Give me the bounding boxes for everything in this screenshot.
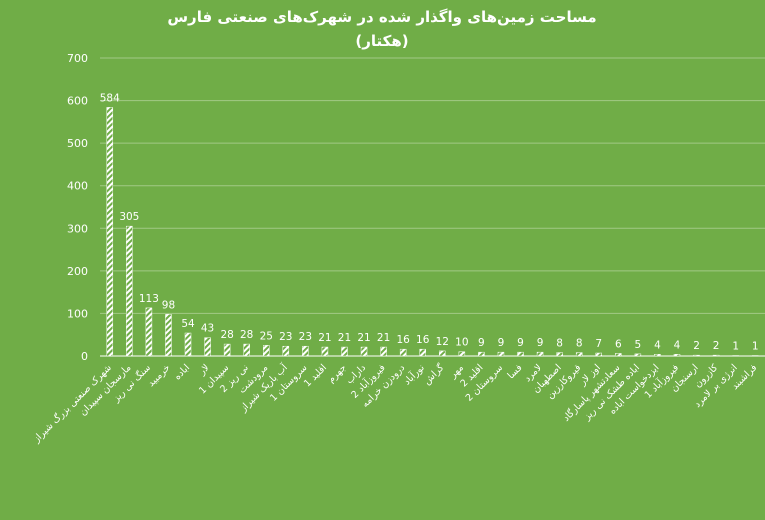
value-label: 4 [654,339,661,351]
bar [712,354,720,357]
value-label: 21 [357,332,370,344]
bar [204,337,211,357]
bar [106,107,114,357]
x-tick-label: خرمبید [146,362,173,389]
bar [302,345,309,357]
value-label: 7 [595,338,602,350]
bar [263,345,270,357]
value-label: 9 [537,337,544,349]
value-label: 21 [377,332,390,344]
x-tick-label: شهرک صنعتی بزرگ شیراز [29,361,114,446]
bar [321,346,329,357]
value-label: 54 [181,318,195,330]
value-label: 2 [713,340,720,352]
bar [634,353,642,357]
value-label: 5 [635,339,642,351]
bar [243,343,250,357]
y-tick-label: 200 [67,265,88,278]
x-tick-label: جهرم [326,362,349,385]
chart-subtitle: (هکتار) [355,32,408,50]
x-tick-label: اباده [172,362,192,382]
bar [399,348,407,357]
value-label: 6 [615,338,622,350]
value-label: 113 [139,293,159,305]
value-label: 12 [436,336,449,348]
y-tick-label: 400 [67,180,88,193]
bar [145,307,153,357]
value-label: 98 [162,299,175,311]
bar [341,346,348,357]
value-label: 16 [396,334,410,346]
bar [458,351,466,357]
y-tick-label: 100 [67,307,88,320]
bar [165,314,172,357]
value-label: 23 [279,331,292,343]
y-tick-label: 700 [67,52,88,65]
bar [693,354,700,357]
bar [615,353,622,357]
bar [536,351,544,357]
y-tick-label: 0 [81,350,88,363]
y-tick-label: 300 [67,222,88,235]
y-tick-label: 600 [67,95,88,108]
value-label: 8 [556,338,563,350]
bar [654,354,661,357]
x-tick-label: اقلید 1 [302,362,329,389]
value-label: 305 [119,211,139,223]
bar [282,345,290,357]
value-label: 9 [498,337,505,349]
x-tick-label: فسا [506,362,525,381]
y-tick-label: 500 [67,137,88,150]
bar [556,352,563,357]
x-tick-label: نورآباد [400,361,427,388]
bar [478,351,485,357]
bar [360,346,368,357]
value-label: 584 [100,92,120,104]
bar [439,350,446,357]
bar [380,346,387,357]
value-label: 43 [201,323,214,335]
value-label: 21 [318,332,331,344]
value-label: 21 [338,332,351,344]
value-label: 9 [517,337,524,349]
x-tick-label: گراش [421,361,447,387]
value-label: 10 [455,337,468,349]
bar [517,351,524,357]
bar [419,348,426,357]
bar [126,225,133,357]
value-label: 8 [576,338,583,350]
value-label: 1 [732,341,739,353]
bar [673,354,681,357]
value-label: 2 [693,340,700,352]
value-label: 25 [260,330,273,342]
value-label: 4 [674,339,681,351]
bar [223,343,231,357]
bar [184,332,192,357]
value-label: 1 [752,341,759,353]
bar [575,352,583,357]
value-label: 28 [240,329,253,341]
value-label: 28 [220,329,233,341]
bar [497,351,505,357]
value-label: 23 [299,331,312,343]
chart-title: مساحت زمین‌های واگذار شده در شهرک‌های صن… [167,8,596,26]
value-label: 16 [416,334,430,346]
bar [595,352,602,357]
value-label: 9 [478,337,485,349]
